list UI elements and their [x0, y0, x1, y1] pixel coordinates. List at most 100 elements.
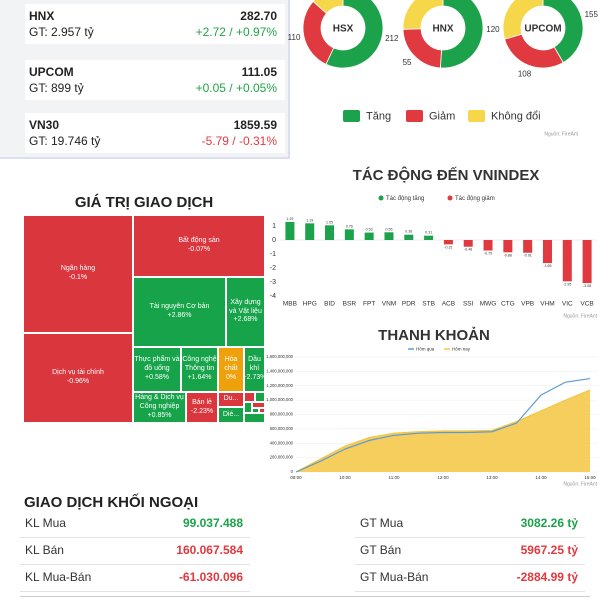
value-label: 0.76	[346, 224, 353, 228]
value-label: 0.31	[425, 231, 432, 235]
x-tick-label: SSI	[463, 301, 474, 308]
chart-title: THANH KHOẢN	[378, 327, 490, 344]
y-tick-label: 1,400,000,000	[266, 368, 293, 373]
legend-label: Tác động tăng	[386, 196, 424, 202]
x-tick-label: HPG	[303, 301, 317, 308]
bar	[285, 221, 295, 240]
y-tick-label: 0	[272, 237, 276, 244]
x-tick-label: VHM	[540, 301, 554, 308]
y-tick-label: -3	[270, 279, 276, 286]
y-tick-label: -4	[270, 293, 276, 300]
value-label: -1.65	[543, 264, 551, 268]
source: Nguồn: FireAnt	[563, 313, 597, 319]
source: Nguồn: FireAnt	[544, 131, 578, 137]
slice-label: 120	[486, 25, 500, 34]
legend-label: Giảm	[429, 110, 455, 122]
x-tick-label: 10:00	[339, 475, 351, 480]
legend-swatch	[406, 110, 423, 122]
y-tick-label: 1,000,000,000	[266, 397, 293, 402]
bar	[384, 232, 394, 240]
donut-title: UPCOM	[524, 24, 561, 35]
bar	[523, 240, 533, 253]
value-label: -2.95	[563, 282, 571, 286]
x-tick-label: CTG	[501, 301, 515, 308]
value-label: -0.88	[504, 253, 512, 257]
legend-marker	[378, 195, 384, 201]
x-tick-label: MBB	[283, 301, 297, 308]
x-tick-label: MWG	[480, 301, 497, 308]
x-tick-label: VPB	[521, 301, 534, 308]
x-tick-label: 09:00	[290, 475, 302, 480]
value-label: 1.29	[286, 217, 293, 221]
slice-label: 155	[585, 10, 599, 19]
x-tick-label: 14:00	[535, 475, 547, 480]
y-tick-label: 1	[272, 223, 276, 230]
legend-label: Tác động giảm	[455, 196, 495, 202]
slice-label: 108	[518, 70, 532, 79]
bar	[443, 240, 453, 245]
slice-label: 110	[497, 0, 510, 2]
x-tick-label: FPT	[363, 301, 375, 308]
bar	[344, 229, 354, 240]
x-tick-label: PDR	[402, 301, 416, 308]
x-tick-label: STB	[422, 301, 435, 308]
legend-label: Tăng	[366, 110, 391, 122]
x-tick-label: VIC	[562, 301, 573, 308]
slice-label: 55	[403, 58, 412, 67]
x-tick-label: BSR	[343, 301, 357, 308]
slice-label: 212	[385, 34, 399, 43]
legend-marker	[447, 195, 453, 201]
donut-hole	[421, 6, 465, 50]
bar	[483, 240, 493, 251]
bar	[463, 240, 473, 247]
legend-label: Hôm nay	[452, 347, 471, 352]
x-tick-label: 13:00	[486, 475, 498, 480]
bar	[424, 235, 434, 240]
legend-swatch	[343, 110, 360, 122]
y-tick-label: 0	[291, 469, 294, 474]
x-tick-label: VNM	[382, 301, 396, 308]
chart-title: TÁC ĐỘNG ĐẾN VNINDEX	[353, 166, 540, 184]
y-tick-label: -1	[270, 251, 276, 258]
source: Nguồn: FireAnt	[563, 481, 597, 487]
bar	[582, 240, 592, 284]
line	[295, 389, 591, 473]
x-tick-label: 11:00	[389, 475, 400, 480]
value-label: 0.53	[366, 228, 373, 232]
value-label: -0.48	[464, 248, 472, 252]
bar	[542, 240, 552, 264]
slice-label: 110	[288, 33, 301, 42]
value-label: -0.75	[484, 251, 492, 255]
bar	[325, 225, 335, 240]
value-label: -0.91	[524, 254, 532, 258]
y-tick-label: 200,000,000	[270, 455, 294, 460]
x-tick-label: 12:00	[437, 475, 449, 480]
value-label: 0.55	[385, 227, 392, 231]
line	[295, 377, 591, 473]
y-tick-label: -2	[270, 265, 276, 272]
x-tick-label: ACB	[442, 301, 455, 308]
y-tick-label: 600,000,000	[270, 426, 294, 431]
legend-label: Không đổi	[491, 110, 541, 122]
x-tick-label: BID	[324, 301, 335, 308]
x-tick-label: VCB	[580, 301, 593, 308]
y-tick-label: 1,200,000,000	[266, 383, 293, 388]
bar	[404, 234, 414, 240]
y-tick-label: 1,600,000,000	[266, 354, 293, 359]
legend-swatch	[468, 110, 485, 122]
bar	[562, 240, 572, 282]
donut-hole	[321, 6, 365, 50]
value-label: -0.31	[444, 245, 452, 249]
donut-title: HSX	[333, 24, 354, 35]
y-tick-label: 800,000,000	[270, 412, 294, 417]
bar	[364, 232, 374, 240]
bar	[503, 240, 513, 253]
y-tick-label: 400,000,000	[270, 440, 294, 445]
donut-hole	[521, 6, 565, 50]
value-label: 1.05	[326, 220, 333, 224]
donut-title: HNX	[432, 24, 453, 35]
bar	[305, 223, 315, 240]
value-label: -3.08	[583, 284, 591, 288]
